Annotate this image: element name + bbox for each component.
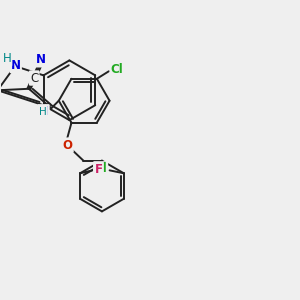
Text: N: N bbox=[36, 53, 46, 66]
Text: N: N bbox=[11, 59, 21, 72]
Text: Cl: Cl bbox=[94, 162, 107, 175]
Text: F: F bbox=[94, 163, 103, 176]
Text: H: H bbox=[2, 52, 11, 65]
Text: Cl: Cl bbox=[111, 63, 124, 76]
Text: C: C bbox=[30, 71, 38, 85]
Text: N: N bbox=[38, 105, 49, 118]
Text: O: O bbox=[63, 139, 73, 152]
Text: H: H bbox=[39, 107, 47, 117]
